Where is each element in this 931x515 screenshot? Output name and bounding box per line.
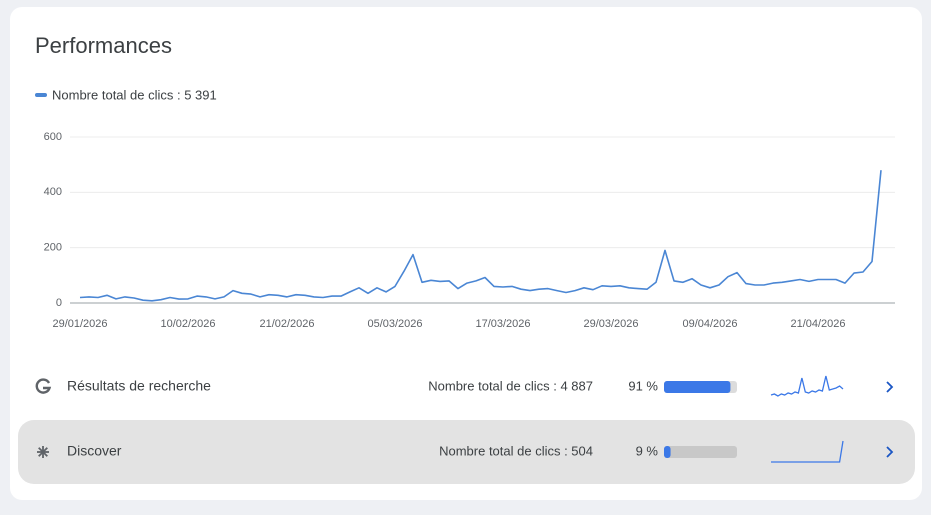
google-icon bbox=[35, 378, 52, 394]
source-share: 9 % bbox=[636, 443, 659, 458]
x-tick-label: 10/02/2026 bbox=[160, 318, 215, 330]
share-bar bbox=[664, 381, 731, 393]
legend-label: Nombre total de clics : 5 391 bbox=[52, 87, 217, 102]
line-series bbox=[79, 170, 882, 302]
source-clicks: Nombre total de clics : 4 887 bbox=[428, 378, 593, 393]
y-tick-label: 600 bbox=[44, 131, 62, 143]
chevron bbox=[886, 381, 894, 393]
source-row[interactable]: Résultats de recherche Nombre total de cl… bbox=[35, 375, 894, 397]
x-tick-label: 05/03/2026 bbox=[367, 318, 422, 330]
chevron bbox=[886, 446, 894, 458]
y-tick-label: 400 bbox=[44, 186, 62, 198]
discover-icon bbox=[38, 447, 48, 457]
source-share: 91 % bbox=[628, 378, 658, 393]
source-row[interactable]: Discover Nombre total de clics : 504 9 % bbox=[18, 420, 915, 484]
source-clicks: Nombre total de clics : 504 bbox=[439, 443, 593, 458]
x-tick-label: 29/03/2026 bbox=[583, 318, 638, 330]
sparkline bbox=[771, 440, 844, 463]
card bbox=[10, 7, 922, 500]
y-tick-label: 0 bbox=[56, 297, 62, 309]
card-title: Performances bbox=[35, 33, 172, 58]
source-label: Discover bbox=[67, 443, 122, 459]
source-label: Résultats de recherche bbox=[67, 378, 211, 394]
x-tick-label: 09/04/2026 bbox=[682, 318, 737, 330]
x-tick-label: 17/03/2026 bbox=[475, 318, 530, 330]
sparkline bbox=[770, 375, 844, 397]
x-tick-label: 21/04/2026 bbox=[790, 318, 845, 330]
x-tick-label: 21/02/2026 bbox=[259, 318, 314, 330]
y-tick-label: 200 bbox=[44, 242, 62, 254]
row-highlight bbox=[18, 420, 915, 484]
share-track bbox=[664, 446, 737, 458]
x-tick-label: 29/01/2026 bbox=[52, 318, 107, 330]
share-bar bbox=[664, 446, 671, 458]
